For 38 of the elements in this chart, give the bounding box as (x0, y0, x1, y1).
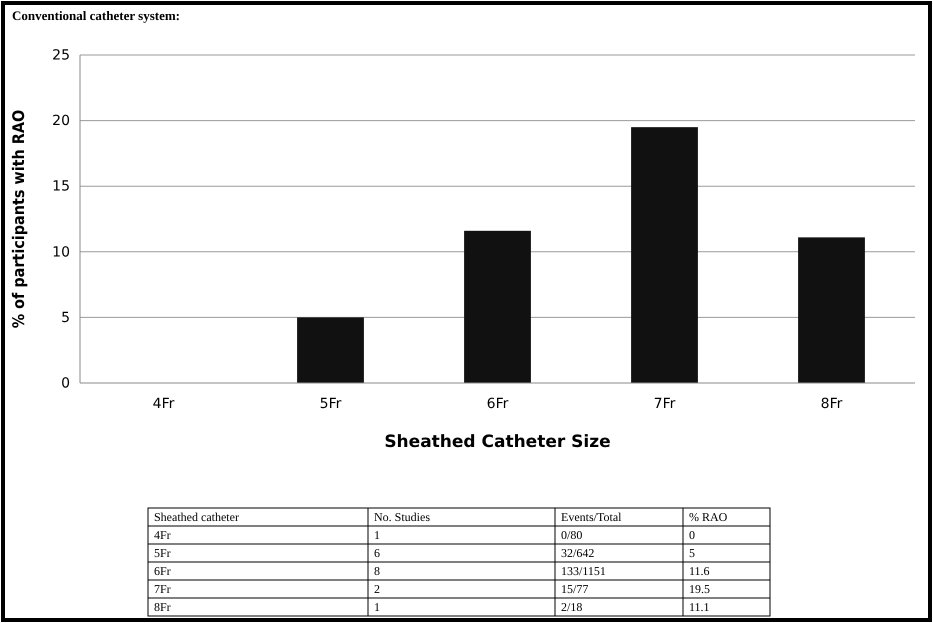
text: 15/77 (561, 582, 588, 596)
y-axis-title: % of participants with RAO (9, 110, 28, 328)
text: 6 (374, 546, 380, 560)
text: 8 (374, 564, 380, 578)
category-label: 4Fr (154, 528, 171, 542)
category-label: 5Fr (154, 546, 171, 560)
category-label: 8Fr (154, 600, 171, 614)
text: Sheathed catheter (154, 510, 239, 524)
text: % RAO (689, 510, 728, 524)
text: 2 (374, 582, 380, 596)
y-tick-label: 5 (61, 310, 70, 326)
chart-title: Conventional catheter system: (12, 8, 180, 23)
y-tick-label: 0 (61, 375, 70, 392)
text: 0/80 (561, 528, 582, 542)
y-tick-label: 20 (52, 113, 70, 130)
text: 1 (374, 600, 380, 614)
x-tick-label: 4Fr (152, 396, 175, 412)
x-axis-title: Sheathed Catheter Size (384, 432, 611, 452)
category-label: 7Fr (154, 582, 171, 596)
text: 2/18 (561, 600, 582, 614)
text: 19.5 (689, 582, 710, 596)
text: 11.1 (689, 600, 710, 614)
x-tick-label: 8Fr (820, 396, 843, 412)
category-label: 6Fr (154, 564, 171, 578)
text: 0 (689, 528, 695, 542)
x-tick-label: 5Fr (320, 396, 342, 412)
y-tick-label: 25 (52, 47, 70, 64)
x-tick-label: 6Fr (486, 396, 509, 412)
text: 32/642 (561, 546, 594, 560)
text: 11.6 (689, 564, 710, 578)
text: Events/Total (561, 510, 622, 524)
text: No. Studies (374, 510, 430, 524)
text: 5 (689, 546, 695, 560)
text: 133/1151 (561, 564, 606, 578)
x-tick-label: 7Fr (654, 396, 676, 412)
y-tick-label: 15 (52, 178, 70, 195)
text: 1 (374, 528, 380, 542)
y-tick-label: 10 (52, 244, 70, 260)
